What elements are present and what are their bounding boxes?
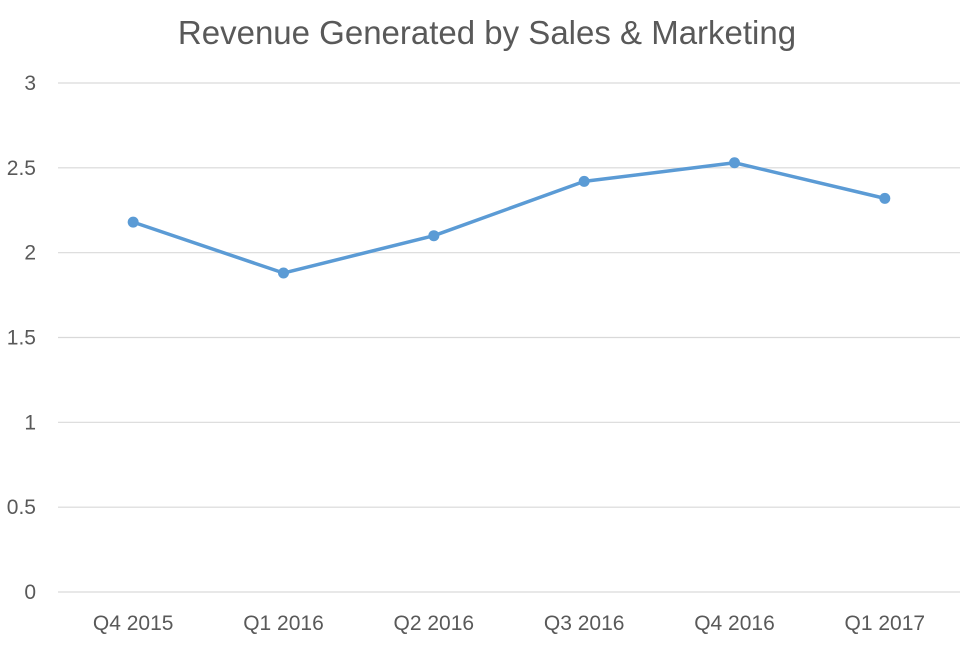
- x-tick-label: Q1 2017: [845, 612, 926, 635]
- data-point: [879, 192, 891, 204]
- data-point: [127, 216, 139, 228]
- series-line: [131, 160, 887, 275]
- y-tick-label: 0.5: [7, 496, 36, 519]
- x-tick-label: Q4 2016: [694, 612, 775, 635]
- y-axis-tick-labels: 0 0.5 1 1.5 2 2.5 3: [7, 72, 36, 604]
- x-axis-tick-labels: Q4 2015 Q1 2016 Q2 2016 Q3 2016 Q4 2016 Q1 20…: [93, 612, 925, 635]
- y-tick-label: 2: [24, 242, 36, 265]
- data-point: [428, 230, 440, 242]
- x-tick-label: Q4 2015: [93, 612, 174, 635]
- x-tick-label: Q1 2016: [243, 612, 324, 635]
- y-tick-label: 1.5: [7, 327, 36, 350]
- x-tick-label: Q3 2016: [544, 612, 625, 635]
- y-tick-label: 0: [24, 581, 36, 604]
- series-group: [127, 157, 891, 279]
- chart-title: Revenue Generated by Sales & Marketing: [178, 14, 796, 51]
- data-point: [278, 267, 289, 279]
- gridlines: [58, 82, 960, 593]
- y-tick-label: 1: [24, 411, 36, 434]
- data-point: [578, 175, 590, 187]
- data-point: [729, 157, 740, 169]
- x-tick-label: Q2 2016: [394, 612, 475, 635]
- y-tick-label: 3: [24, 72, 36, 95]
- y-tick-label: 2.5: [7, 157, 36, 180]
